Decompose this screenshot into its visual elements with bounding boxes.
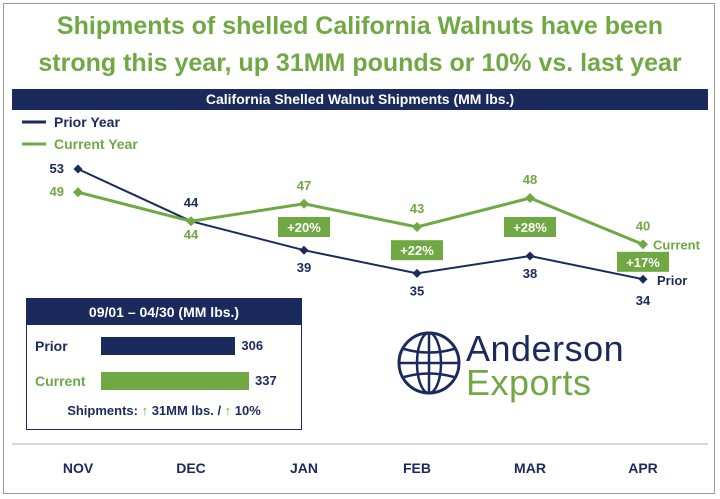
data-label: 53 <box>50 161 64 176</box>
summary-row-prior: Prior 306 <box>27 336 301 356</box>
data-point <box>638 239 648 250</box>
data-label: 48 <box>523 172 537 187</box>
data-point <box>525 251 535 261</box>
x-tick-label: NOV <box>63 460 94 476</box>
change-badge-label: +17% <box>626 255 660 270</box>
chart-title: California Shelled Walnut Shipments (MM … <box>12 89 708 110</box>
series-line-0 <box>77 168 644 281</box>
summary-bar-prior <box>101 337 236 355</box>
change-badge-label: +20% <box>287 220 321 235</box>
data-label: 44 <box>184 195 199 210</box>
data-point <box>525 193 535 203</box>
x-tick-label: DEC <box>176 460 206 476</box>
logo-word-anderson: Anderson <box>466 328 625 369</box>
data-label: 34 <box>636 293 651 308</box>
series-line-1 <box>77 190 644 246</box>
data-label: 47 <box>297 178 311 193</box>
change-badge <box>504 217 556 237</box>
summary-row-current: Current 337 <box>27 371 301 391</box>
end-label-prior: Prior <box>657 273 687 288</box>
globe-icon <box>397 331 461 395</box>
x-tick-label: APR <box>628 460 658 476</box>
data-point <box>638 274 648 284</box>
footer-prefix: Shipments: <box>67 403 142 418</box>
data-label: 38 <box>523 266 537 281</box>
anderson-exports-logo: Anderson Exports <box>396 328 624 403</box>
data-point <box>186 216 196 227</box>
data-label: 35 <box>410 283 424 298</box>
summary-label-prior: Prior <box>35 338 68 354</box>
data-point <box>412 222 422 232</box>
up-arrow-icon: ↑ <box>224 403 232 418</box>
summary-title: 09/01 – 04/30 (MM lbs.) <box>27 299 301 325</box>
change-badge-label: +28% <box>513 220 547 235</box>
footer-mid: 31MM lbs. / <box>148 403 225 418</box>
summary-value-prior: 306 <box>241 338 264 353</box>
headline-line-1: Shipments of shelled California Walnuts … <box>56 12 664 40</box>
legend: Prior Year Current Year <box>22 114 138 152</box>
data-point <box>73 164 83 174</box>
data-point <box>412 268 422 278</box>
legend-label-1: Current Year <box>54 136 138 152</box>
change-badge <box>391 240 443 261</box>
data-label: 39 <box>297 260 311 275</box>
data-point <box>299 198 309 209</box>
footer-end: 10% <box>231 403 261 418</box>
data-label: 40 <box>636 218 650 233</box>
legend-label-0: Prior Year <box>54 114 120 130</box>
summary-value-current: 337 <box>255 373 277 388</box>
change-badge <box>617 251 669 272</box>
data-label: 44 <box>184 227 199 242</box>
headline: Shipments of shelled California Walnuts … <box>0 8 720 82</box>
data-point <box>299 245 309 255</box>
change-badge-label: +22% <box>400 243 434 258</box>
data-label: 43 <box>410 201 424 216</box>
x-tick-label: JAN <box>290 460 318 476</box>
headline-line-2: strong this year, up 31MM pounds or 10% … <box>38 49 682 77</box>
summary-label-current: Current <box>35 373 86 389</box>
summary-bar-current <box>101 372 249 390</box>
end-label-current: Current <box>653 237 701 252</box>
logo-word-exports: Exports <box>466 362 592 403</box>
x-tick-label: FEB <box>403 460 431 476</box>
data-label: 49 <box>50 184 64 199</box>
x-tick-label: MAR <box>514 460 546 476</box>
summary-footer: Shipments: ↑ 31MM lbs. / ↑ 10% <box>27 403 301 418</box>
summary-box: 09/01 – 04/30 (MM lbs.) Prior 306 Curren… <box>26 298 302 430</box>
data-point <box>73 187 83 198</box>
change-badge <box>278 217 330 237</box>
up-arrow-icon: ↑ <box>141 403 149 418</box>
